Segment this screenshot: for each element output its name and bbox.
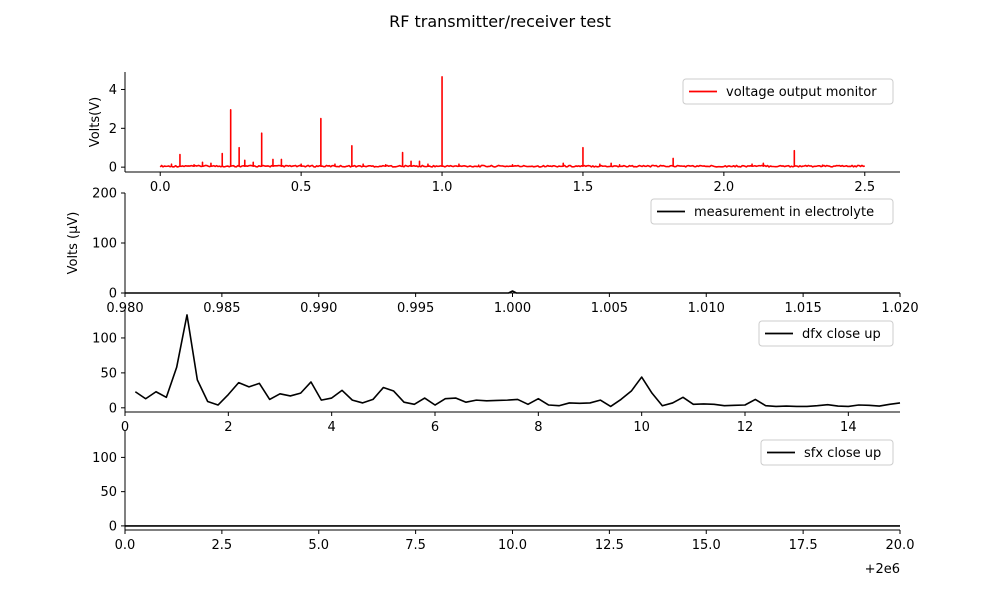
y-axis-label: Volts(V) — [88, 97, 103, 147]
x-tick-label: 0.5 — [291, 180, 312, 195]
x-tick-label: 0.0 — [150, 180, 171, 195]
x-tick-label: 1.0 — [432, 180, 453, 195]
legend: sfx close up — [760, 439, 894, 466]
x-tick-label: 0.990 — [300, 301, 337, 316]
x-tick-label: 4 — [328, 420, 336, 435]
y-tick-label: 4 — [109, 83, 117, 98]
chart-title: RF transmitter/receiver test — [389, 12, 611, 31]
legend-label: sfx close up — [804, 446, 881, 461]
x-tick-label: 1.010 — [688, 301, 725, 316]
legend-frame — [682, 78, 894, 105]
x-tick-label: 8 — [534, 420, 542, 435]
legend-frame — [760, 439, 894, 466]
subplot-sfx-close-up: 0.0 2.5 5.0 7.5 10.0 12.5 15.0 17.5 20.0 0 50 100 +2… — [92, 430, 914, 577]
x-tick-label: 0.985 — [203, 301, 240, 316]
y-tick-label: 50 — [100, 366, 117, 381]
y-tick-label: 200 — [92, 187, 117, 202]
x-tick-label: 15.0 — [692, 538, 721, 553]
subplot-dfx-close-up: 0 2 4 6 8 10 12 14 0 50 100 dfx close up — [92, 310, 901, 435]
legend: measurement in electrolyte — [650, 198, 894, 225]
x-tick-label: 17.5 — [789, 538, 818, 553]
x-tick-label: 6 — [431, 420, 439, 435]
y-tick-label: 0 — [109, 519, 117, 534]
x-tick-label: 10 — [633, 420, 650, 435]
legend: voltage output monitor — [682, 78, 894, 105]
x-tick-label: 0.980 — [106, 301, 143, 316]
legend-frame — [650, 198, 894, 225]
x-tick-label: 0.995 — [397, 301, 434, 316]
y-tick-label: 2 — [109, 122, 117, 137]
y-tick-label: 0 — [109, 401, 117, 416]
x-offset-label: +2e6 — [865, 562, 900, 577]
x-tick-label: 0 — [121, 420, 129, 435]
legend-label: voltage output monitor — [726, 85, 877, 100]
x-tick-label: 2.5 — [854, 180, 875, 195]
x-tick-label: 7.5 — [405, 538, 426, 553]
subplot-electrolyte-measurement: 0.980 0.985 0.990 0.995 1.000 1.005 1.010 1.015… — [66, 187, 919, 317]
x-tick-label: 12 — [737, 420, 754, 435]
x-tick-label: 2.0 — [714, 180, 735, 195]
x-tick-label: 2 — [224, 420, 232, 435]
series-line-2-0 — [134, 314, 901, 408]
legend-label: measurement in electrolyte — [694, 205, 874, 220]
x-tick-label: 1.000 — [494, 301, 531, 316]
x-tick-label: 10.0 — [498, 538, 527, 553]
x-tick-label: 2.5 — [212, 538, 233, 553]
x-tick-label: 5.0 — [308, 538, 329, 553]
x-tick-label: 20.0 — [886, 538, 915, 553]
y-tick-label: 50 — [100, 485, 117, 500]
subplot-voltage-monitor: 0.0 0.5 1.0 1.5 2.0 2.5 0 2 4 Volts(V) voltage out… — [88, 72, 900, 195]
x-tick-label: 1.020 — [881, 301, 918, 316]
x-tick-label: 0.0 — [115, 538, 136, 553]
y-tick-label: 100 — [92, 237, 117, 252]
y-tick-label: 100 — [92, 331, 117, 346]
x-tick-label: 1.005 — [591, 301, 628, 316]
y-tick-label: 0 — [109, 287, 117, 302]
x-tick-label: 14 — [840, 420, 857, 435]
x-tick-label: 12.5 — [595, 538, 624, 553]
legend: dfx close up — [758, 320, 894, 347]
y-tick-label: 0 — [109, 161, 117, 176]
legend-frame — [758, 320, 894, 347]
y-tick-label: 100 — [92, 451, 117, 466]
legend-label: dfx close up — [802, 327, 881, 342]
x-tick-label: 1.015 — [785, 301, 822, 316]
y-axis-label: Volts (μV) — [66, 212, 81, 275]
series-line-0-0 — [159, 76, 865, 168]
x-tick-label: 1.5 — [573, 180, 594, 195]
